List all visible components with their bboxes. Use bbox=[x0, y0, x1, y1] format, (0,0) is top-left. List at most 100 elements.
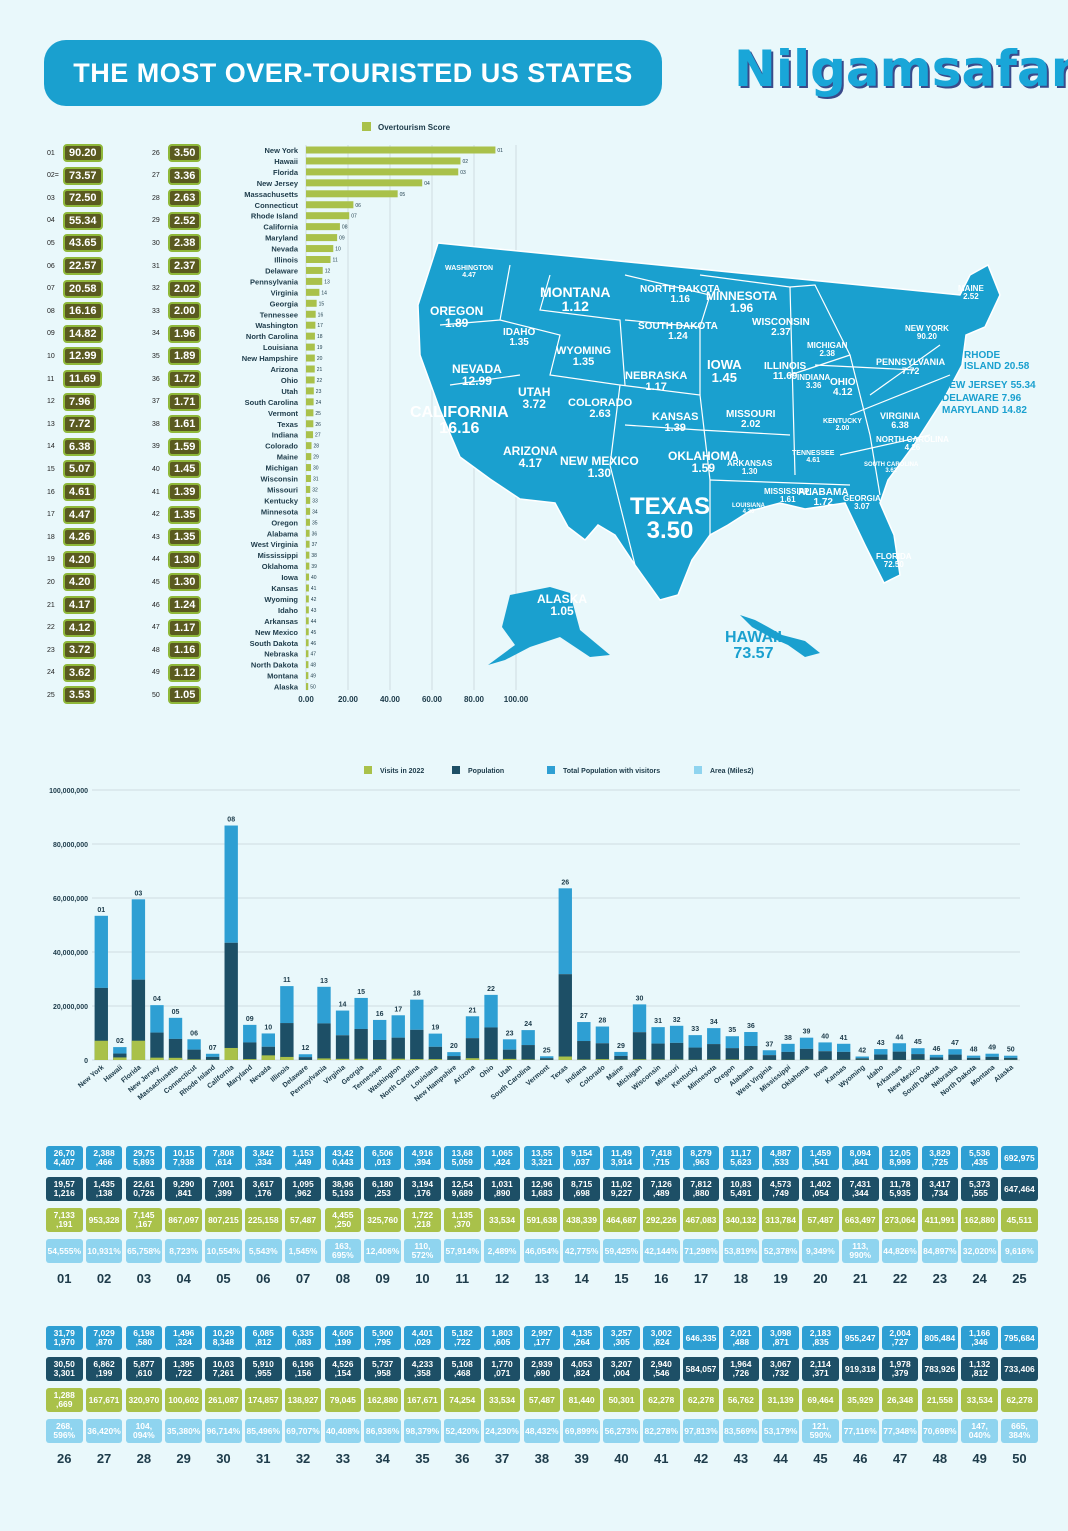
rank-item: 33 2.00 bbox=[152, 302, 202, 321]
bar bbox=[306, 650, 309, 658]
bar-total bbox=[484, 994, 498, 1028]
bar-total bbox=[540, 1056, 554, 1059]
bar-population bbox=[595, 1043, 610, 1060]
bar-rank-label: 04 bbox=[424, 181, 430, 187]
map-state-value: 4.47 bbox=[462, 272, 476, 279]
rank-item: 10 12.99 bbox=[47, 347, 103, 366]
map-label-ohio: OHIO 4.12 bbox=[830, 378, 856, 398]
bar-population bbox=[391, 1037, 405, 1060]
table-cell-total: 805,484 bbox=[921, 1326, 959, 1350]
bar-population bbox=[317, 1023, 331, 1060]
map-state-value: 1.30 bbox=[587, 466, 612, 480]
table-cell-visits: 313,784 bbox=[762, 1208, 799, 1232]
map-state-name: MICHIGAN bbox=[807, 341, 848, 350]
category-label: Nebraska bbox=[264, 650, 299, 659]
bar-total bbox=[614, 1051, 628, 1056]
bar-population bbox=[836, 1051, 851, 1060]
table-cell-population: 1,964 ,726 bbox=[722, 1357, 760, 1381]
rank-item: 38 1.61 bbox=[152, 415, 202, 434]
map-label-missouri: MISSOURI 2.02 bbox=[726, 410, 775, 430]
table-cell-area: 59,425% bbox=[603, 1239, 640, 1263]
category-label: Tennessee bbox=[260, 310, 298, 319]
table-cell-total: 12,05 8,999 bbox=[881, 1146, 919, 1170]
bar bbox=[306, 256, 331, 263]
bar-rank-label: 23 bbox=[506, 1030, 514, 1037]
table-cell-visits: 320,970 bbox=[125, 1388, 163, 1412]
map-label-alaska: ALASKA 1.05 bbox=[537, 593, 587, 617]
bar-rank-label: 50 bbox=[1007, 1047, 1015, 1054]
category-label: Maryland bbox=[265, 234, 298, 243]
legend-swatch bbox=[364, 766, 372, 774]
score-badge: 72.50 bbox=[63, 189, 103, 208]
bar-visits bbox=[502, 1058, 517, 1060]
category-label: Oklahoma bbox=[262, 562, 299, 571]
bar-rank-label: 40 bbox=[821, 1033, 829, 1040]
table-cell-area: 40,408% bbox=[324, 1419, 362, 1443]
map-label-hawaii: HAWAII 73.57 bbox=[725, 630, 782, 662]
rank-number: 30 bbox=[152, 239, 160, 247]
category-label: Wisconsin bbox=[261, 475, 299, 484]
column-number: 25 bbox=[1012, 1271, 1027, 1286]
bar-visits bbox=[261, 1055, 276, 1060]
column-number: 03 bbox=[136, 1271, 152, 1286]
table-cell-population: 7,812 ,880 bbox=[682, 1177, 720, 1201]
table-cell-population: 4,573 ,749 bbox=[762, 1177, 799, 1201]
map-label-oklahoma: OKLAHOMA 1.59 bbox=[668, 450, 739, 474]
bar-rank-label: 17 bbox=[317, 323, 323, 329]
category-label: Wyoming bbox=[264, 595, 298, 604]
category-label: Connecticut bbox=[255, 201, 299, 210]
column-number: 07 bbox=[295, 1271, 311, 1286]
bar-population bbox=[818, 1051, 832, 1060]
table-cell-visits: 273,064 bbox=[881, 1208, 919, 1232]
table-cell-total: 795,684 bbox=[1001, 1326, 1038, 1350]
rank-number: 45 bbox=[152, 578, 160, 586]
bar-rank-label: 44 bbox=[311, 619, 317, 625]
score-badge: 3.50 bbox=[168, 144, 202, 162]
bar-rank-label: 07 bbox=[209, 1045, 217, 1052]
bar-visits bbox=[632, 1059, 647, 1060]
table-cell-population: 1,978 ,379 bbox=[881, 1357, 919, 1381]
rank-number: 49 bbox=[152, 669, 160, 677]
bar-rank-label: 33 bbox=[691, 1026, 699, 1033]
bar-rank-label: 28 bbox=[314, 444, 320, 450]
map-state-name: INDIANA bbox=[797, 373, 831, 382]
table-cell-total: 9,154 ,037 bbox=[563, 1146, 600, 1170]
column-number: 22 bbox=[892, 1271, 908, 1286]
bar-population bbox=[168, 1038, 183, 1060]
map-label-oregon: OREGON 1.89 bbox=[430, 305, 483, 329]
bar bbox=[306, 606, 309, 614]
bar-population bbox=[540, 1058, 554, 1060]
table-cell-total: 6,085 ,812 bbox=[245, 1326, 282, 1350]
column-number: 48 bbox=[932, 1451, 948, 1466]
bar-total bbox=[577, 1022, 591, 1042]
bar-total bbox=[855, 1056, 869, 1059]
table-cell-population: 919,318 bbox=[842, 1357, 879, 1381]
bar-rank-label: 14 bbox=[339, 1002, 347, 1009]
table-cell-total: 11,49 3,914 bbox=[603, 1146, 640, 1170]
column-number: 40 bbox=[614, 1451, 629, 1466]
rank-number: 17 bbox=[47, 511, 55, 519]
table-cell-total: 955,247 bbox=[842, 1326, 879, 1350]
rank-number: 50 bbox=[152, 691, 160, 699]
table-cell-population: 12,54 9,689 bbox=[444, 1177, 481, 1201]
score-badge: 3.72 bbox=[63, 641, 97, 660]
bar-rank-label: 39 bbox=[311, 564, 317, 570]
bar-rank-label: 31 bbox=[654, 1018, 662, 1025]
table-cell-total: 1,166 ,346 bbox=[961, 1326, 998, 1350]
bar bbox=[306, 146, 496, 154]
bar-visits bbox=[391, 1058, 405, 1060]
map-state-value: 7.72 bbox=[901, 366, 920, 376]
map-state-value: 1.05 bbox=[550, 604, 574, 618]
category-label: Mississippi bbox=[258, 551, 298, 560]
score-badge: 1.71 bbox=[168, 392, 202, 411]
table-cell-area: 85,496% bbox=[245, 1419, 282, 1443]
category-label: North Dakota bbox=[251, 661, 299, 670]
score-badge: 1.45 bbox=[168, 460, 202, 479]
table-cell-population: 5,737 ,958 bbox=[364, 1357, 401, 1381]
bar-population bbox=[131, 979, 146, 1060]
table-cell-total: 2,021 ,488 bbox=[722, 1326, 760, 1350]
bar bbox=[306, 201, 354, 209]
bar-rank-label: 42 bbox=[858, 1048, 866, 1055]
map-label-maine: MAINE 2.52 bbox=[958, 285, 984, 301]
table-cell-area: 24,230% bbox=[483, 1419, 521, 1443]
